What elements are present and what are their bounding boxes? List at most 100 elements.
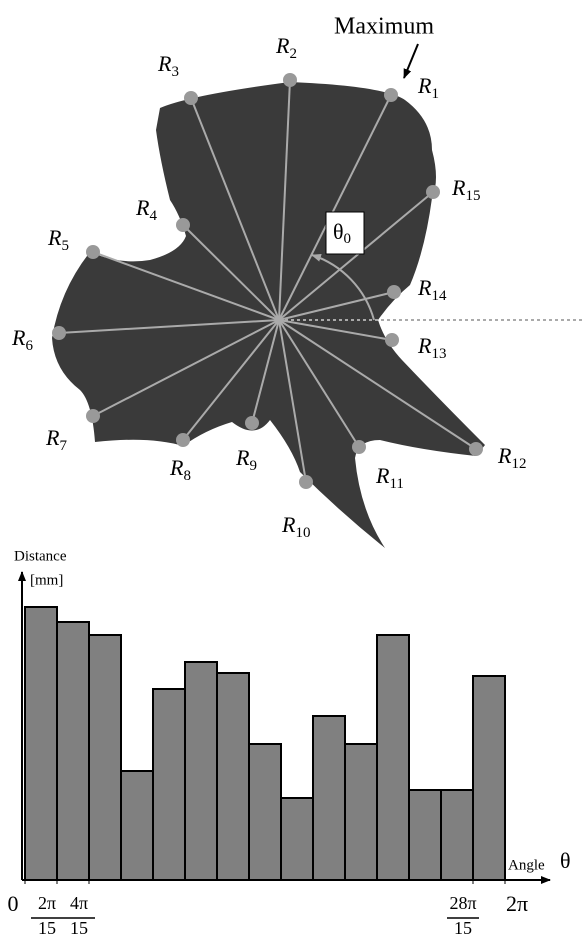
maximum-arrow bbox=[403, 43, 419, 79]
bar bbox=[344, 743, 378, 881]
x-tick-numerator: 4π bbox=[70, 893, 88, 913]
point-label: R4 bbox=[135, 195, 157, 224]
shape-diagram: Maximum θ0R1R2R3R4R5R6R7R8R9R10R11R12R13… bbox=[11, 14, 582, 548]
point-letter: R bbox=[375, 463, 390, 488]
spoke bbox=[251, 319, 280, 424]
spoke bbox=[278, 79, 291, 321]
point-letter: R bbox=[11, 325, 26, 350]
point bbox=[86, 409, 100, 423]
angle-box bbox=[325, 211, 365, 255]
x-tick-denominator: 15 bbox=[70, 918, 88, 938]
x-axis-label: Angle bbox=[508, 857, 545, 873]
bar bbox=[184, 661, 218, 881]
point-letter: R bbox=[451, 175, 466, 200]
point-subscript: 10 bbox=[295, 525, 310, 541]
spoke bbox=[278, 319, 393, 341]
bar bbox=[24, 606, 58, 881]
spoke bbox=[278, 291, 395, 321]
x-tick-denominator: 15 bbox=[454, 918, 472, 938]
point-label: R7 bbox=[45, 425, 67, 454]
point-letter: R bbox=[417, 275, 432, 300]
angle-subscript: 0 bbox=[344, 231, 352, 247]
point-subscript: 5 bbox=[61, 238, 69, 254]
bar bbox=[248, 743, 282, 881]
point bbox=[176, 433, 190, 447]
spoke bbox=[278, 319, 307, 483]
shape bbox=[52, 82, 485, 548]
point-letter: R bbox=[281, 512, 296, 537]
point-letter: R bbox=[169, 455, 184, 480]
x-axis-symbol: θ bbox=[560, 848, 571, 873]
spoke bbox=[182, 224, 280, 321]
point bbox=[283, 73, 297, 87]
x-tick-label: 0 bbox=[8, 891, 19, 916]
point bbox=[426, 185, 440, 199]
y-axis-label: [mm] bbox=[30, 572, 63, 588]
bar bbox=[408, 789, 442, 881]
point bbox=[184, 91, 198, 105]
spoke bbox=[92, 319, 280, 417]
point-label: R6 bbox=[11, 325, 33, 354]
point-letter: R bbox=[235, 445, 250, 470]
spoke bbox=[58, 319, 280, 334]
spoke bbox=[278, 94, 392, 321]
point bbox=[387, 285, 401, 299]
bar bbox=[56, 621, 90, 881]
point-letter: R bbox=[497, 443, 512, 468]
point-subscript: 7 bbox=[59, 438, 67, 454]
spoke bbox=[278, 191, 434, 321]
point-label: R10 bbox=[281, 512, 310, 541]
bar bbox=[152, 688, 186, 881]
angle-label: θ0 bbox=[333, 219, 351, 247]
point-letter: R bbox=[47, 225, 62, 250]
point-label: R9 bbox=[235, 445, 257, 474]
spoke bbox=[278, 319, 360, 448]
point-subscript: 8 bbox=[183, 468, 191, 484]
bar bbox=[120, 770, 154, 881]
point-label: R2 bbox=[275, 33, 297, 62]
point-subscript: 12 bbox=[511, 456, 526, 472]
point-subscript: 13 bbox=[431, 346, 446, 362]
y-axis-label: Distance bbox=[14, 548, 67, 564]
bar-chart: Distance [mm] Angle θ 0 2π 15 4π 15 28π 15 2π bbox=[8, 548, 571, 938]
point bbox=[245, 416, 259, 430]
point-subscript: 1 bbox=[431, 86, 439, 102]
point-subscript: 2 bbox=[289, 46, 297, 62]
x-tick-label: 2π bbox=[506, 891, 528, 916]
spoke bbox=[190, 97, 280, 321]
spoke bbox=[182, 319, 280, 441]
point bbox=[469, 442, 483, 456]
maximum-annotation: Maximum bbox=[334, 14, 434, 40]
point-letter: R bbox=[157, 51, 172, 76]
x-tick-denominator: 15 bbox=[38, 918, 56, 938]
point-subscript: 4 bbox=[149, 208, 157, 224]
bar bbox=[280, 797, 314, 881]
spoke bbox=[92, 251, 280, 321]
point-label: R5 bbox=[47, 225, 69, 254]
x-tick-numerator: 28π bbox=[449, 893, 476, 913]
point-label: R1 bbox=[417, 73, 439, 102]
point-subscript: 15 bbox=[465, 188, 480, 204]
point bbox=[86, 245, 100, 259]
point-subscript: 3 bbox=[171, 64, 179, 80]
point bbox=[176, 218, 190, 232]
point-label: R8 bbox=[169, 455, 191, 484]
point bbox=[52, 326, 66, 340]
spoke bbox=[278, 319, 477, 450]
spokes bbox=[58, 79, 477, 483]
x-tick-numerator: 2π bbox=[38, 893, 56, 913]
point-letter: R bbox=[135, 195, 150, 220]
bar bbox=[376, 634, 410, 881]
point bbox=[299, 475, 313, 489]
bar bbox=[440, 789, 474, 881]
bar bbox=[472, 675, 506, 881]
angle-arc bbox=[311, 254, 375, 321]
bar bbox=[216, 672, 250, 881]
bar bbox=[88, 634, 122, 881]
point-letter: R bbox=[275, 33, 290, 58]
point-label: R11 bbox=[375, 463, 404, 492]
point-letter: R bbox=[417, 333, 432, 358]
bar bbox=[312, 715, 346, 881]
point bbox=[352, 440, 366, 454]
